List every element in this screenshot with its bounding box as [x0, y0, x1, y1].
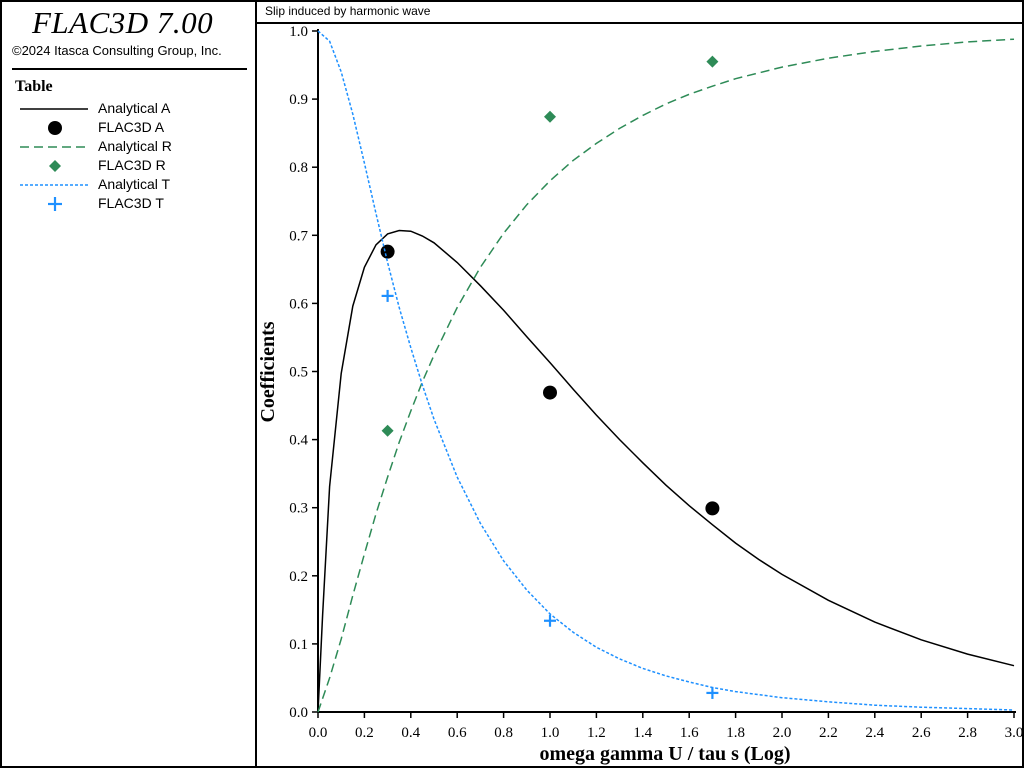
x-tick-label: 1.0	[541, 725, 560, 741]
legend-panel: FLAC3D 7.00 ©2024 Itasca Consulting Grou…	[0, 0, 257, 768]
axes: 0.0 0.1 0.2 0.3 0.4 0.5 0.6 0.7 0.8 0.9 1.0 0.0 0.2 0…	[289, 24, 1023, 741]
legend-item-analytical-t: Analytical T	[2, 175, 252, 194]
data-point-flac3d-r	[706, 55, 719, 68]
series-line-analytical-r	[317, 38, 1015, 713]
data-point-flac3d-r	[381, 424, 394, 437]
data-point-flac3d-t	[706, 686, 719, 699]
copyright-text: ©2024 Itasca Consulting Group, Inc.	[12, 43, 222, 58]
x-tick-label: 1.4	[633, 725, 652, 741]
data-point-flac3d-r	[544, 110, 556, 123]
y-tick-label: 0.8	[289, 160, 308, 176]
x-tick-label: 2.8	[958, 725, 977, 741]
chart-title: Slip induced by harmonic wave	[265, 4, 431, 18]
legend-item-analytical-a: Analytical A	[2, 99, 252, 118]
title-divider	[12, 68, 247, 70]
series-layer	[317, 30, 1015, 713]
x-tick-label: 2.4	[865, 725, 884, 741]
y-tick-label: 1.0	[289, 24, 308, 40]
x-tick-label: 1.8	[726, 725, 745, 741]
x-tick-label: 1.2	[587, 725, 606, 741]
y-tick-label: 0.6	[289, 296, 308, 312]
dotted-line-icon	[20, 184, 88, 186]
x-tick-label: 0.8	[494, 725, 513, 741]
y-tick-label: 0.9	[289, 92, 308, 108]
dashed-line-icon	[20, 146, 88, 148]
data-point-flac3d-t	[381, 289, 394, 302]
x-tick-label: 0.4	[401, 725, 420, 741]
data-point-flac3d-a	[705, 501, 720, 516]
x-tick-label: 0.6	[448, 725, 467, 741]
legend-label: Analytical A	[98, 100, 171, 116]
legend-label: FLAC3D R	[98, 157, 166, 173]
y-tick-label: 0.1	[289, 637, 308, 653]
y-tick-label: 0.2	[289, 569, 308, 585]
x-tick-label: 2.2	[819, 725, 838, 741]
legend-label: Analytical R	[98, 138, 172, 154]
x-tick-label: 2.6	[912, 725, 931, 741]
data-point-flac3d-a	[543, 385, 557, 400]
legend-item-flac3d-a: FLAC3D A	[2, 118, 252, 137]
app-title: FLAC3D 7.00	[32, 5, 214, 40]
x-tick-label: 0.0	[309, 725, 328, 741]
y-tick-label: 0.3	[289, 501, 308, 517]
legend-heading: Table	[15, 78, 53, 95]
y-tick-label: 0.4	[289, 433, 308, 449]
y-tick-label: 0.7	[289, 228, 308, 244]
solid-line-icon	[20, 108, 88, 110]
x-tick-label: 0.2	[355, 725, 374, 741]
plot-title-bar: Slip induced by harmonic wave	[257, 2, 1022, 24]
plot-panel	[255, 0, 1024, 768]
legend-label: Analytical T	[98, 176, 171, 192]
circle-marker-icon	[48, 121, 62, 135]
x-axis-title: omega gamma U / tau s (Log)	[539, 743, 790, 765]
plus-marker-icon	[48, 197, 62, 211]
data-point-flac3d-t	[544, 614, 556, 627]
diamond-marker-icon	[49, 160, 61, 172]
x-tick-label: 2.0	[773, 725, 792, 741]
y-axis-title: Coefficients	[257, 321, 279, 422]
y-tick-label: 0.0	[289, 705, 308, 721]
series-line-analytical-a	[317, 229, 1015, 713]
legend-item-analytical-r: Analytical R	[2, 137, 252, 156]
x-tick-label: 1.6	[680, 725, 699, 741]
legend-item-flac3d-t: FLAC3D T	[2, 194, 252, 213]
data-point-flac3d-a	[380, 244, 395, 259]
legend-label: FLAC3D A	[98, 119, 165, 135]
x-tick-label: 3.0	[1005, 725, 1024, 741]
legend-item-flac3d-r: FLAC3D R	[2, 156, 252, 175]
legend-label: FLAC3D T	[98, 195, 164, 211]
y-tick-label: 0.5	[289, 365, 308, 381]
series-line-analytical-t	[317, 30, 1015, 711]
